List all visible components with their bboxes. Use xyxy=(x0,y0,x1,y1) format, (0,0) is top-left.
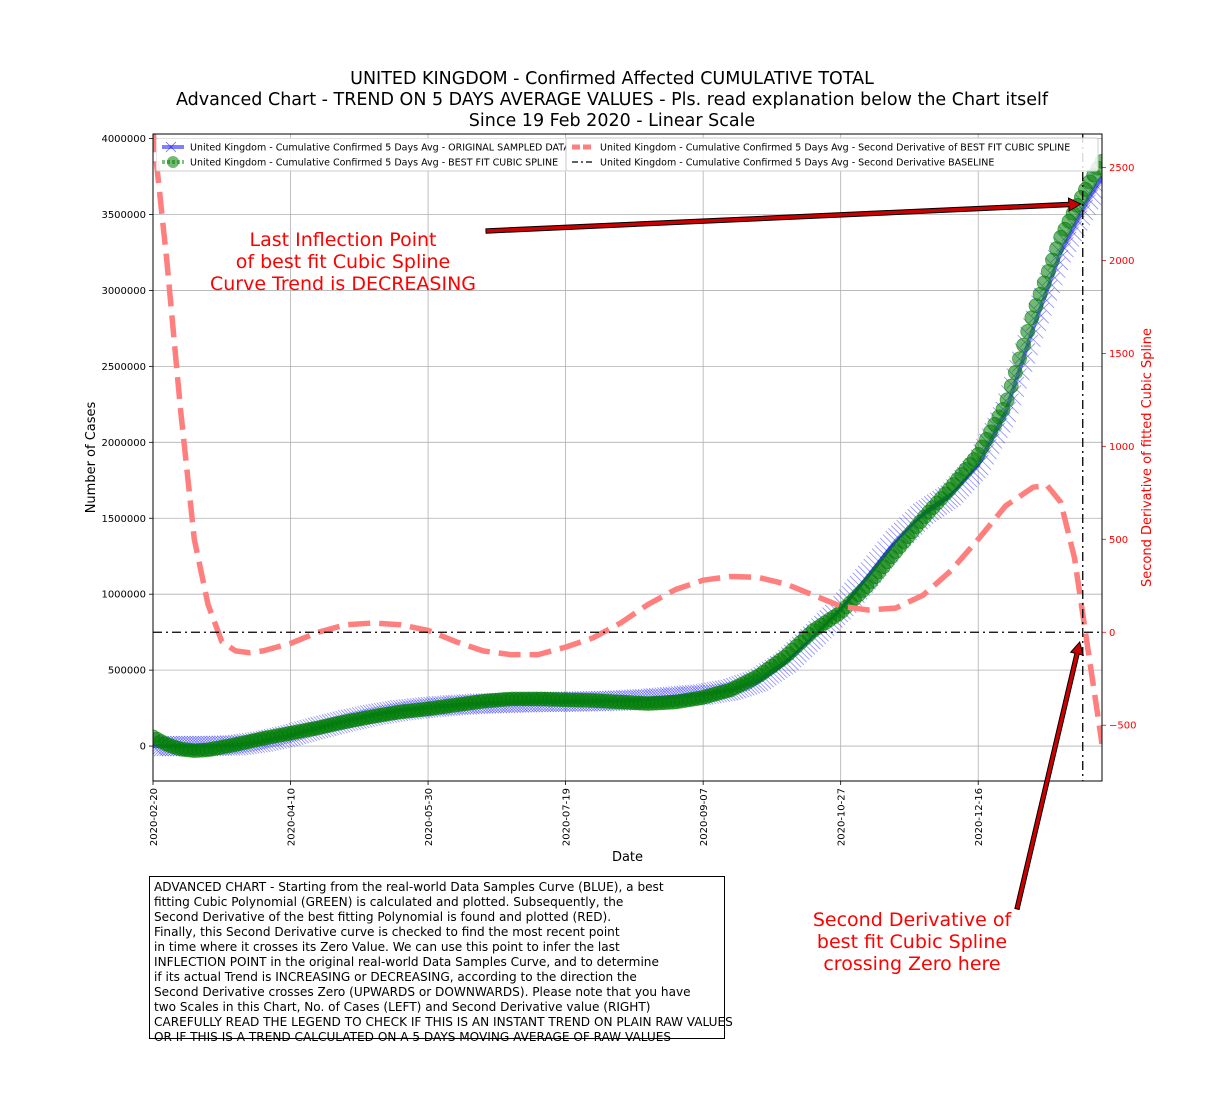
y-tick-label-right: 0 xyxy=(1109,628,1115,639)
y-tick-label-left: 4000000 xyxy=(101,134,146,145)
y-axis-label-right: Second Derivative of fitted Cubic Spline xyxy=(1140,328,1155,587)
y-tick-label-left: 3000000 xyxy=(101,286,146,297)
second-derivative-annotation-line: Second Derivative of xyxy=(812,909,1012,931)
fit-data-point xyxy=(1020,324,1036,339)
legend-label: United Kingdom - Cumulative Confirmed 5 … xyxy=(600,158,994,169)
explanation-line: Finally, this Second Derivative curve is… xyxy=(154,925,620,939)
legend-label: United Kingdom - Cumulative Confirmed 5 … xyxy=(190,158,558,169)
y-tick-label-left: 2000000 xyxy=(101,438,146,449)
inflection-annotation-line: Curve Trend is DECREASING xyxy=(209,273,477,295)
plot-frame xyxy=(152,133,1103,782)
inflection-annotation-line: Last Inflection Point xyxy=(249,229,437,251)
x-tick-label: 2020-10-27 xyxy=(837,788,848,846)
y-tick-label-right: 1500 xyxy=(1109,349,1134,360)
y-tick-label-right: 2500 xyxy=(1109,163,1134,174)
fit-data-point xyxy=(1007,365,1023,380)
y-tick-label-right: 500 xyxy=(1109,535,1128,546)
legend-label: United Kingdom - Cumulative Confirmed 5 … xyxy=(600,143,1070,154)
chart-title-line2: Advanced Chart - TREND ON 5 DAYS AVERAGE… xyxy=(175,90,1049,110)
y-tick-label-left: 1500000 xyxy=(101,514,146,525)
explanation-line: ADVANCED CHART - Starting from the real-… xyxy=(154,880,664,894)
legend-box xyxy=(156,138,566,172)
legend-marker-fit xyxy=(167,156,179,168)
x-tick-label: 2020-12-16 xyxy=(974,788,985,846)
series-layer xyxy=(153,134,1102,781)
fit-data-point xyxy=(999,392,1015,408)
x-tick-label: 2020-07-19 xyxy=(562,788,573,846)
explanation-line: if its actual Trend is INCREASING or DEC… xyxy=(154,970,637,984)
explanation-box: ADVANCED CHART - Starting from the real-… xyxy=(149,876,733,1044)
legend-left: United Kingdom - Cumulative Confirmed 5 … xyxy=(156,138,570,172)
y-tick-label-left: 0 xyxy=(140,742,146,753)
second-derivative-arrow xyxy=(1014,640,1085,911)
inflection-arrow xyxy=(485,197,1082,234)
y-tick-label-left: 1000000 xyxy=(101,590,146,601)
explanation-line: Second Derivative of the best fitting Po… xyxy=(154,910,612,924)
axes: 2020-02-20 2020-04-10 2020-05-30 2020-07-19… xyxy=(84,133,1155,865)
second-derivative-annotation-line: best fit Cubic Spline xyxy=(816,931,1008,953)
y-tick-label-left: 3500000 xyxy=(101,210,146,221)
x-tick-label: 2020-05-30 xyxy=(424,788,435,846)
explanation-line: INFLECTION POINT in the original real-wo… xyxy=(154,955,659,969)
annotation-arrows xyxy=(485,197,1085,911)
x-tick-label: 2020-04-10 xyxy=(287,788,298,846)
explanation-line: in time where it crosses its Zero Value.… xyxy=(154,940,620,954)
explanation-line: two Scales in this Chart, No. of Cases (… xyxy=(154,1000,651,1014)
y-tick-label-right: −500 xyxy=(1109,721,1136,732)
inflection-annotation: Last Inflection Point of best fit Cubic … xyxy=(195,229,491,295)
y-tick-label-left: 2500000 xyxy=(101,362,146,373)
inflection-annotation-line: of best fit Cubic Spline xyxy=(235,251,451,273)
x-axis-label: Date xyxy=(612,850,643,865)
legend-label: United Kingdom - Cumulative Confirmed 5 … xyxy=(190,143,570,154)
fit-data-point xyxy=(1003,378,1019,394)
second-derivative-annotation: Second Derivative of best fit Cubic Spli… xyxy=(792,909,1032,975)
second-derivative-annotation-line: crossing Zero here xyxy=(823,953,1001,975)
explanation-line: OR IF THIS IS A TREND CALCULATED ON A 5 … xyxy=(154,1030,672,1044)
y-tick-label-right: 2000 xyxy=(1109,256,1134,267)
explanation-line: CAREFULLY READ THE LEGEND TO CHECK IF TH… xyxy=(154,1015,733,1029)
chart-title-line1: UNITED KINGDOM - Confirmed Affected CUMU… xyxy=(350,69,874,89)
chart-title-line3: Since 19 Feb 2020 - Linear Scale xyxy=(468,111,756,131)
legend-box xyxy=(565,137,1099,172)
fit-data-point xyxy=(1016,337,1032,353)
explanation-line: fitting Cubic Polynomial (GREEN) is calc… xyxy=(154,895,624,909)
x-tick-label: 2020-09-07 xyxy=(699,788,710,846)
y-axis-label-left: Number of Cases xyxy=(84,401,99,513)
y-tick-label-right: 1000 xyxy=(1109,442,1134,453)
second-derivative-line xyxy=(153,134,1102,745)
legend: United Kingdom - Cumulative Confirmed 5 … xyxy=(156,137,1099,172)
explanation-line: Second Derivative crosses Zero (UPWARDS … xyxy=(154,985,691,999)
grid-lines xyxy=(152,134,1102,781)
legend-marker-original xyxy=(165,141,177,153)
fit-data-point xyxy=(1012,351,1027,367)
y-tick-label-left: 500000 xyxy=(108,666,146,677)
x-tick-label: 2020-02-20 xyxy=(149,788,160,846)
